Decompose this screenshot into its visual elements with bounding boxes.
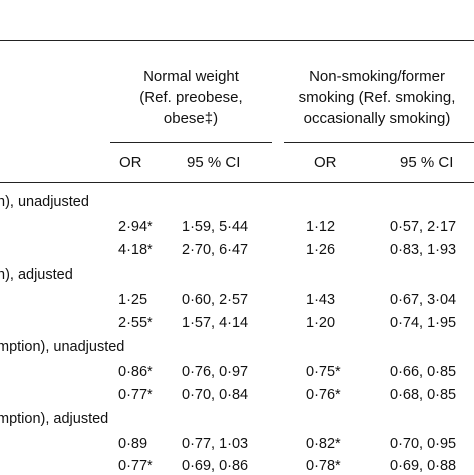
or-cell: 1·25 <box>118 292 148 308</box>
or-cell: 0·77* <box>118 387 153 403</box>
col-or-header-2: OR <box>314 154 337 171</box>
group2-header-line: occasionally smoking) <box>303 110 451 127</box>
section-label: mption), adjusted <box>0 411 109 427</box>
or-cell: 0·77* <box>118 458 153 474</box>
or-cell: 0·89 <box>118 436 148 452</box>
group1-underline <box>110 142 272 143</box>
ci-cell: 0·57, 2·17 <box>390 219 457 235</box>
group2-header-line: Non-smoking/former <box>309 68 445 85</box>
table-top-rule <box>0 40 474 41</box>
group1-header-line: Normal weight <box>143 68 239 85</box>
or-cell: 0·78* <box>306 458 341 474</box>
or-cell: 1·43 <box>306 292 336 308</box>
ci-cell: 0·60, 2·57 <box>182 292 249 308</box>
group1-header-line: obese‡) <box>163 110 219 127</box>
col-ci-header-2: 95 % CI <box>400 154 454 171</box>
ci-cell: 0·68, 0·85 <box>390 387 457 403</box>
ci-cell: 0·77, 1·03 <box>182 436 249 452</box>
or-cell: 4·18* <box>118 242 153 258</box>
ci-cell: 1·59, 5·44 <box>182 219 249 235</box>
section-label: n), unadjusted <box>0 194 89 210</box>
col-or-header-1: OR <box>119 154 142 171</box>
or-cell: 0·75* <box>306 364 341 380</box>
group1-header: Normal weight (Ref. preobese, obese‡) <box>110 66 272 129</box>
group1-header-line: (Ref. preobese, <box>139 89 243 106</box>
ci-cell: 0·74, 1·95 <box>390 315 457 331</box>
ci-cell: 0·83, 1·93 <box>390 242 457 258</box>
or-cell: 1·20 <box>306 315 336 331</box>
ci-cell: 0·70, 0·84 <box>182 387 249 403</box>
section-label: n), adjusted <box>0 267 73 283</box>
section-label: mption), unadjusted <box>0 339 125 355</box>
ci-cell: 0·67, 3·04 <box>390 292 457 308</box>
col-ci-header-1: 95 % CI <box>187 154 241 171</box>
or-cell: 2·55* <box>118 315 153 331</box>
ci-cell: 2·70, 6·47 <box>182 242 249 258</box>
header-bottom-rule <box>0 182 474 183</box>
or-cell: 0·76* <box>306 387 341 403</box>
ci-cell: 1·57, 4·14 <box>182 315 249 331</box>
or-cell: 0·82* <box>306 436 341 452</box>
group2-header-line: smoking (Ref. smoking, <box>298 89 456 106</box>
ci-cell: 0·70, 0·95 <box>390 436 457 452</box>
or-cell: 1·12 <box>306 219 336 235</box>
or-cell: 1·26 <box>306 242 336 258</box>
ci-cell: 0·76, 0·97 <box>182 364 249 380</box>
group2-header: Non-smoking/former smoking (Ref. smoking… <box>280 66 474 129</box>
or-cell: 0·86* <box>118 364 153 380</box>
ci-cell: 0·69, 0·88 <box>390 458 457 474</box>
ci-cell: 0·69, 0·86 <box>182 458 249 474</box>
or-cell: 2·94* <box>118 219 153 235</box>
ci-cell: 0·66, 0·85 <box>390 364 457 380</box>
group2-underline <box>284 142 474 143</box>
